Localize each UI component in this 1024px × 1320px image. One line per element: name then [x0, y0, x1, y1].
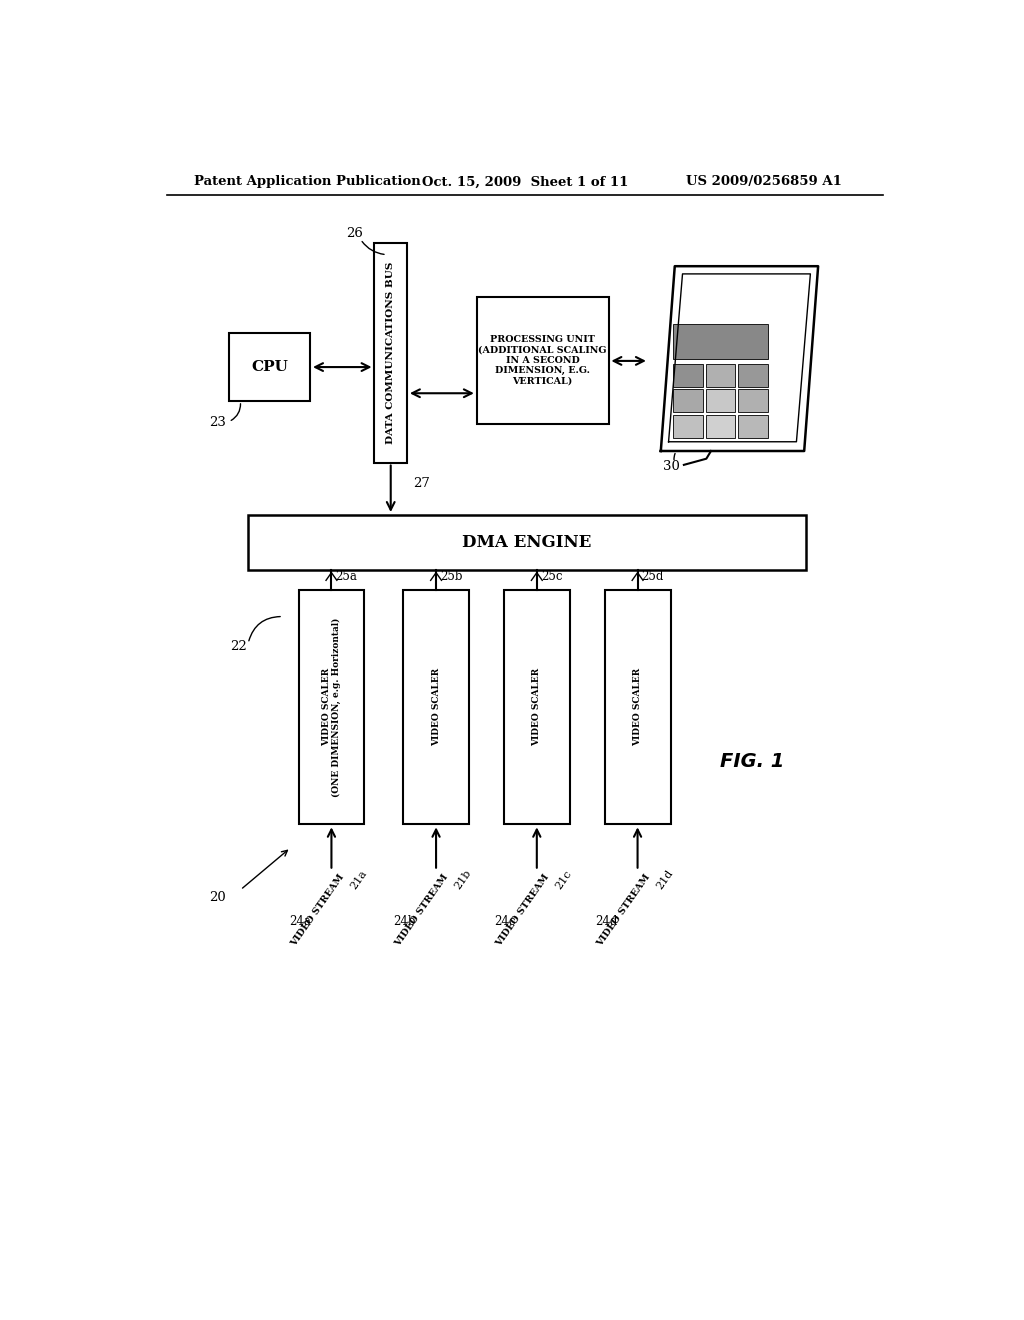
Text: 22: 22 — [230, 640, 247, 652]
Text: 25c: 25c — [541, 570, 562, 583]
FancyBboxPatch shape — [738, 414, 768, 438]
FancyBboxPatch shape — [706, 364, 735, 387]
FancyBboxPatch shape — [673, 414, 702, 438]
FancyBboxPatch shape — [504, 590, 569, 825]
Text: 21a: 21a — [348, 869, 369, 891]
FancyBboxPatch shape — [673, 364, 702, 387]
FancyBboxPatch shape — [228, 333, 310, 401]
FancyBboxPatch shape — [706, 389, 735, 412]
Text: 25a: 25a — [335, 570, 357, 583]
FancyBboxPatch shape — [738, 364, 768, 387]
Text: US 2009/0256859 A1: US 2009/0256859 A1 — [686, 176, 842, 189]
Text: VIDEO STREAM: VIDEO STREAM — [394, 873, 451, 948]
Text: VIDEO SCALER: VIDEO SCALER — [633, 668, 642, 746]
Text: 21b: 21b — [453, 869, 473, 891]
Text: 20: 20 — [209, 891, 226, 904]
Text: CPU: CPU — [251, 360, 288, 374]
FancyBboxPatch shape — [673, 389, 702, 412]
Text: FIG. 1: FIG. 1 — [720, 751, 784, 771]
FancyBboxPatch shape — [477, 297, 608, 424]
Text: Oct. 15, 2009  Sheet 1 of 11: Oct. 15, 2009 Sheet 1 of 11 — [423, 176, 629, 189]
Text: 24c: 24c — [495, 915, 516, 928]
FancyBboxPatch shape — [403, 590, 469, 825]
FancyBboxPatch shape — [375, 243, 407, 462]
Text: 21c: 21c — [554, 869, 573, 891]
FancyBboxPatch shape — [673, 325, 768, 359]
FancyBboxPatch shape — [738, 389, 768, 412]
Text: 21d: 21d — [654, 869, 675, 891]
Text: 24d: 24d — [595, 915, 617, 928]
Text: 30: 30 — [663, 461, 680, 474]
Text: PROCESSING UNIT
(ADDITIONAL SCALING
IN A SECOND
DIMENSION, E.G.
VERTICAL): PROCESSING UNIT (ADDITIONAL SCALING IN A… — [478, 335, 607, 385]
Text: 24b: 24b — [393, 915, 416, 928]
Text: VIDEO STREAM: VIDEO STREAM — [289, 873, 346, 948]
Text: VIDEO SCALER: VIDEO SCALER — [431, 668, 440, 746]
Text: VIDEO STREAM: VIDEO STREAM — [595, 873, 652, 948]
FancyBboxPatch shape — [706, 414, 735, 438]
Text: VIDEO SCALER: VIDEO SCALER — [532, 668, 542, 746]
Text: 25b: 25b — [440, 570, 463, 583]
FancyBboxPatch shape — [248, 515, 806, 570]
Text: VIDEO SCALER
(ONE DIMENSION, e.g. Horizontal): VIDEO SCALER (ONE DIMENSION, e.g. Horizo… — [322, 618, 341, 797]
Text: DATA COMMUNICATIONS BUS: DATA COMMUNICATIONS BUS — [386, 261, 395, 444]
Text: VIDEO STREAM: VIDEO STREAM — [495, 873, 551, 948]
Text: 23: 23 — [209, 416, 226, 429]
Text: 26: 26 — [346, 227, 364, 240]
Text: DMA ENGINE: DMA ENGINE — [463, 535, 592, 552]
FancyBboxPatch shape — [604, 590, 671, 825]
Text: Patent Application Publication: Patent Application Publication — [194, 176, 421, 189]
FancyBboxPatch shape — [299, 590, 365, 825]
Text: 24a: 24a — [289, 915, 310, 928]
Text: 27: 27 — [414, 478, 430, 490]
Text: 25d: 25d — [641, 570, 664, 583]
